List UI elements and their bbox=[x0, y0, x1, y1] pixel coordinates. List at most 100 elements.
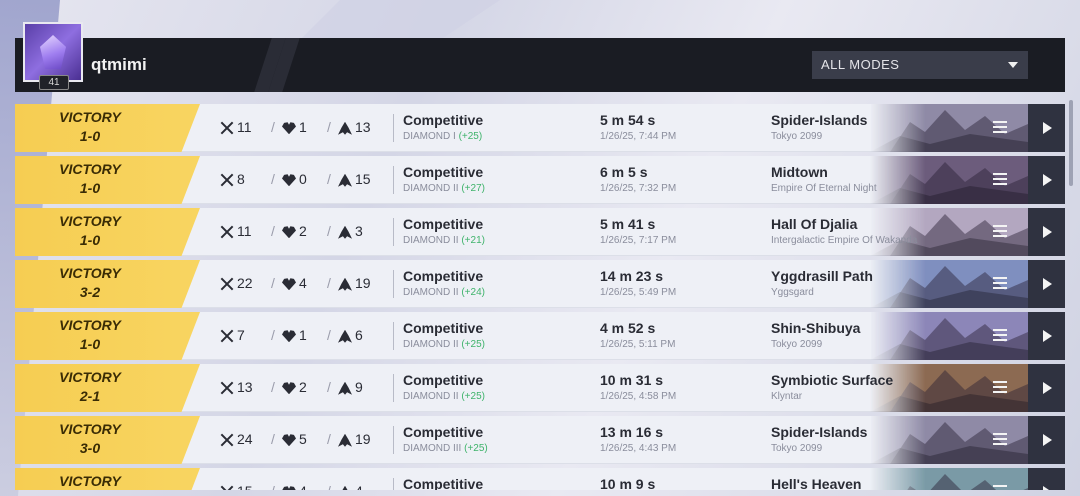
mode-info: Competitive DIAMOND II (+25) bbox=[403, 320, 485, 350]
match-row[interactable]: VICTORY 1-0 11 / 2 / 3 Competitive DIAMO… bbox=[15, 208, 1065, 256]
match-duration: 6 m 5 s bbox=[600, 164, 648, 180]
kills-icon bbox=[220, 381, 234, 395]
map-thumbnail bbox=[870, 208, 1028, 256]
map-name: Yggdrasill Path bbox=[771, 268, 873, 284]
rank-delta: (+25) bbox=[461, 391, 485, 402]
deaths-icon bbox=[282, 486, 296, 490]
divider bbox=[393, 426, 394, 454]
match-time: 14 m 23 s 1/26/25, 5:49 PM bbox=[600, 268, 676, 298]
match-row[interactable]: VICTORY 15 / 4 / 4 Competitive 10 m 9 s … bbox=[15, 468, 1065, 490]
kills-value: 13 bbox=[237, 379, 253, 395]
divider bbox=[393, 114, 394, 142]
scrollbar[interactable] bbox=[1069, 100, 1073, 186]
deaths-value: 1 bbox=[299, 119, 307, 135]
map-info: Shin-Shibuya Tokyo 2099 bbox=[771, 320, 941, 350]
mode-filter-dropdown[interactable]: ALL MODES bbox=[812, 51, 1028, 79]
assists-value: 3 bbox=[355, 223, 363, 239]
map-name: Spider-Islands bbox=[771, 112, 868, 128]
rank-value: DIAMOND II bbox=[403, 391, 459, 402]
play-replay-button[interactable] bbox=[1028, 104, 1065, 152]
match-date: 1/26/25, 7:44 PM bbox=[600, 131, 677, 142]
deaths-value: 4 bbox=[299, 275, 307, 291]
menu-icon[interactable] bbox=[993, 173, 1007, 185]
match-duration: 5 m 54 s bbox=[600, 112, 656, 128]
menu-icon[interactable] bbox=[993, 485, 1007, 490]
assists-icon bbox=[338, 173, 352, 187]
play-replay-button[interactable] bbox=[1028, 468, 1065, 490]
match-row[interactable]: VICTORY 3-2 22 / 4 / 19 Competitive DIAM… bbox=[15, 260, 1065, 308]
play-replay-button[interactable] bbox=[1028, 156, 1065, 204]
divider bbox=[393, 478, 394, 490]
rank-value: DIAMOND II bbox=[403, 287, 459, 298]
map-region: Tokyo 2099 bbox=[771, 131, 823, 142]
match-date: 1/26/25, 7:32 PM bbox=[600, 183, 677, 194]
result-banner: VICTORY 2-1 bbox=[15, 364, 200, 412]
divider bbox=[393, 166, 394, 194]
result-score: 1-0 bbox=[79, 336, 101, 352]
match-row[interactable]: VICTORY 1-0 8 / 0 / 15 Competitive DIAMO… bbox=[15, 156, 1065, 204]
divider bbox=[393, 270, 394, 298]
match-row[interactable]: VICTORY 1-0 7 / 1 / 6 Competitive DIAMON… bbox=[15, 312, 1065, 360]
map-name: Shin-Shibuya bbox=[771, 320, 861, 336]
kills-value: 22 bbox=[237, 275, 253, 291]
deaths-value: 0 bbox=[299, 171, 307, 187]
kills-icon bbox=[220, 121, 234, 135]
kills-icon bbox=[220, 485, 234, 490]
match-row[interactable]: VICTORY 2-1 13 / 2 / 9 Competitive DIAMO… bbox=[15, 364, 1065, 412]
play-replay-button[interactable] bbox=[1028, 208, 1065, 256]
kills-value: 15 bbox=[237, 483, 253, 490]
profile-header: 41 qtmimi ALL MODES bbox=[15, 22, 1065, 92]
divider bbox=[393, 374, 394, 402]
assists-icon bbox=[338, 225, 352, 239]
result-score: 1-0 bbox=[79, 232, 101, 248]
menu-icon[interactable] bbox=[993, 381, 1007, 393]
match-duration: 5 m 41 s bbox=[600, 216, 656, 232]
result-banner: VICTORY bbox=[15, 468, 200, 490]
match-date: 1/26/25, 7:17 PM bbox=[600, 235, 677, 246]
menu-icon[interactable] bbox=[993, 329, 1007, 341]
mode-info: Competitive DIAMOND II (+25) bbox=[403, 372, 485, 402]
match-date: 1/26/25, 5:49 PM bbox=[600, 287, 677, 298]
map-info: Spider-Islands Tokyo 2099 bbox=[771, 112, 941, 142]
rank-value: DIAMOND II bbox=[403, 235, 459, 246]
menu-icon[interactable] bbox=[993, 277, 1007, 289]
match-row[interactable]: VICTORY 1-0 11 / 1 / 13 Competitive DIAM… bbox=[15, 104, 1065, 152]
kills-icon bbox=[220, 329, 234, 343]
match-row[interactable]: VICTORY 3-0 24 / 5 / 19 Competitive DIAM… bbox=[15, 416, 1065, 464]
match-date: 1/26/25, 4:43 PM bbox=[600, 443, 677, 454]
assists-icon bbox=[338, 433, 352, 447]
assists-value: 6 bbox=[355, 327, 363, 343]
match-time: 5 m 54 s 1/26/25, 7:44 PM bbox=[600, 112, 676, 142]
match-time: 10 m 31 s 1/26/25, 4:58 PM bbox=[600, 372, 676, 402]
divider bbox=[393, 218, 394, 246]
play-replay-button[interactable] bbox=[1028, 416, 1065, 464]
assists-icon bbox=[338, 485, 352, 490]
match-duration: 10 m 9 s bbox=[600, 476, 656, 490]
map-thumbnail bbox=[870, 104, 1028, 152]
result-banner: VICTORY 3-0 bbox=[15, 416, 200, 464]
map-thumbnail bbox=[870, 364, 1028, 412]
assists-icon bbox=[338, 381, 352, 395]
kills-value: 24 bbox=[237, 431, 253, 447]
divider bbox=[393, 322, 394, 350]
chevron-down-icon bbox=[1008, 62, 1018, 68]
mode-filter-value: ALL MODES bbox=[821, 57, 900, 72]
map-name: Hell's Heaven bbox=[771, 476, 862, 490]
map-name: Spider-Islands bbox=[771, 424, 868, 440]
menu-icon[interactable] bbox=[993, 121, 1007, 133]
rank-delta: (+25) bbox=[458, 131, 483, 142]
menu-icon[interactable] bbox=[993, 225, 1007, 237]
play-replay-button[interactable] bbox=[1028, 260, 1065, 308]
rank-value: DIAMOND II bbox=[403, 183, 459, 194]
play-replay-button[interactable] bbox=[1028, 312, 1065, 360]
map-thumbnail bbox=[870, 312, 1028, 360]
result-label: VICTORY bbox=[59, 473, 121, 489]
rank-value: DIAMOND II bbox=[403, 339, 459, 350]
play-replay-button[interactable] bbox=[1028, 364, 1065, 412]
mode-name: Competitive bbox=[403, 424, 484, 440]
match-time: 5 m 41 s 1/26/25, 7:17 PM bbox=[600, 216, 676, 246]
menu-icon[interactable] bbox=[993, 433, 1007, 445]
avatar[interactable] bbox=[23, 22, 83, 82]
result-label: VICTORY bbox=[59, 213, 121, 229]
match-history-panel: 41 qtmimi ALL MODES VICTORY 1-0 11 / 1 /… bbox=[15, 22, 1065, 490]
